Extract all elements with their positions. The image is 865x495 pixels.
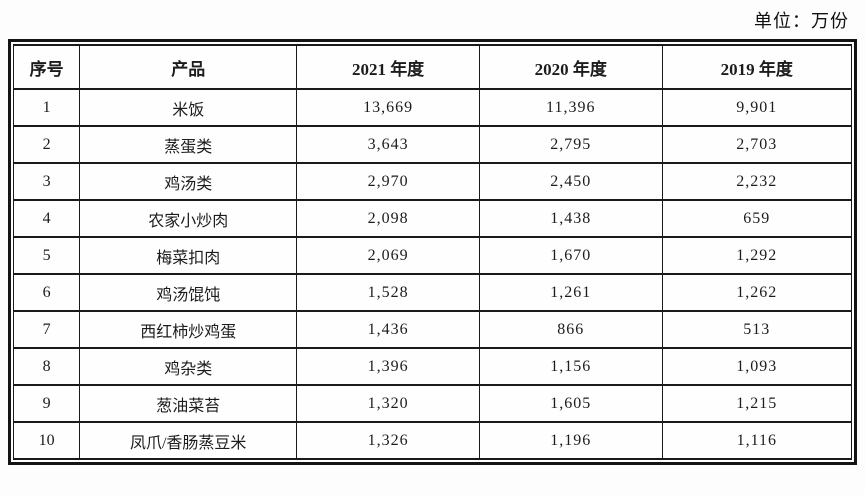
value-2020-cell: 1,438 xyxy=(478,199,663,238)
value-2020-cell: 2,795 xyxy=(478,125,663,164)
table-row: 1 米饭 13,669 11,396 9,901 xyxy=(12,88,853,127)
table-row: 5 梅菜扣肉 2,069 1,670 1,292 xyxy=(12,236,853,275)
value-2019-cell: 1,093 xyxy=(661,347,853,386)
value-2021-cell: 2,069 xyxy=(296,236,480,275)
product-name-cell: 葱油菜苔 xyxy=(79,384,298,423)
value-2020-cell: 866 xyxy=(478,310,663,349)
header-cell-product: 产品 xyxy=(79,44,298,90)
row-index-cell: 10 xyxy=(12,421,81,460)
table-row: 8 鸡杂类 1,396 1,156 1,093 xyxy=(12,347,853,386)
row-index-cell: 1 xyxy=(12,88,81,127)
value-2021-cell: 2,970 xyxy=(296,162,480,201)
table-row: 6 鸡汤馄饨 1,528 1,261 1,262 xyxy=(12,273,853,312)
value-2019-cell: 1,292 xyxy=(661,236,853,275)
value-2021-cell: 1,528 xyxy=(296,273,480,312)
product-name-cell: 农家小炒肉 xyxy=(79,199,298,238)
value-2019-cell: 2,232 xyxy=(661,162,853,201)
header-cell-2019: 2019 年度 xyxy=(661,44,853,90)
table-row: 7 西红柿炒鸡蛋 1,436 866 513 xyxy=(12,310,853,349)
value-2019-cell: 513 xyxy=(661,310,853,349)
value-2021-cell: 1,436 xyxy=(296,310,480,349)
value-2019-cell: 1,262 xyxy=(661,273,853,312)
row-index-cell: 6 xyxy=(12,273,81,312)
value-2019-cell: 9,901 xyxy=(661,88,853,127)
row-index-cell: 9 xyxy=(12,384,81,423)
table-row: 3 鸡汤类 2,970 2,450 2,232 xyxy=(12,162,853,201)
table-row: 9 葱油菜苔 1,320 1,605 1,215 xyxy=(12,384,853,423)
value-2019-cell: 1,116 xyxy=(661,421,853,460)
header-cell-index: 序号 xyxy=(12,44,81,90)
product-name-cell: 梅菜扣肉 xyxy=(79,236,298,275)
value-2020-cell: 1,196 xyxy=(478,421,663,460)
row-index-cell: 4 xyxy=(12,199,81,238)
value-2020-cell: 1,261 xyxy=(478,273,663,312)
product-name-cell: 蒸蛋类 xyxy=(79,125,298,164)
row-index-cell: 3 xyxy=(12,162,81,201)
row-index-cell: 8 xyxy=(12,347,81,386)
table-row: 4 农家小炒肉 2,098 1,438 659 xyxy=(12,199,853,238)
product-name-cell: 鸡杂类 xyxy=(79,347,298,386)
row-index-cell: 2 xyxy=(12,125,81,164)
value-2020-cell: 11,396 xyxy=(478,88,663,127)
unit-label: 单位：万份 xyxy=(754,11,849,31)
value-2020-cell: 1,670 xyxy=(478,236,663,275)
value-2021-cell: 2,098 xyxy=(296,199,480,238)
value-2021-cell: 1,320 xyxy=(296,384,480,423)
row-index-cell: 5 xyxy=(12,236,81,275)
value-2020-cell: 1,605 xyxy=(478,384,663,423)
product-name-cell: 米饭 xyxy=(79,88,298,127)
table-row: 10 凤爪/香肠蒸豆米 1,326 1,196 1,116 xyxy=(12,421,853,460)
value-2020-cell: 2,450 xyxy=(478,162,663,201)
product-sales-table-frame: 序号 产品 2021 年度 2020 年度 2019 年度 1 米饭 13,669 1… xyxy=(8,39,857,465)
value-2021-cell: 13,669 xyxy=(296,88,480,127)
header-cell-2021: 2021 年度 xyxy=(296,44,480,90)
value-2021-cell: 3,643 xyxy=(296,125,480,164)
header-cell-2020: 2020 年度 xyxy=(478,44,663,90)
product-sales-table: 序号 产品 2021 年度 2020 年度 2019 年度 1 米饭 13,669 1… xyxy=(12,44,853,460)
table-row: 2 蒸蛋类 3,643 2,795 2,703 xyxy=(12,125,853,164)
value-2021-cell: 1,396 xyxy=(296,347,480,386)
value-2020-cell: 1,156 xyxy=(478,347,663,386)
product-name-cell: 凤爪/香肠蒸豆米 xyxy=(79,421,298,460)
value-2021-cell: 1,326 xyxy=(296,421,480,460)
product-name-cell: 西红柿炒鸡蛋 xyxy=(79,310,298,349)
product-name-cell: 鸡汤馄饨 xyxy=(79,273,298,312)
header-row: 序号 产品 2021 年度 2020 年度 2019 年度 xyxy=(12,44,853,90)
value-2019-cell: 2,703 xyxy=(661,125,853,164)
row-index-cell: 7 xyxy=(12,310,81,349)
value-2019-cell: 659 xyxy=(661,199,853,238)
product-name-cell: 鸡汤类 xyxy=(79,162,298,201)
value-2019-cell: 1,215 xyxy=(661,384,853,423)
